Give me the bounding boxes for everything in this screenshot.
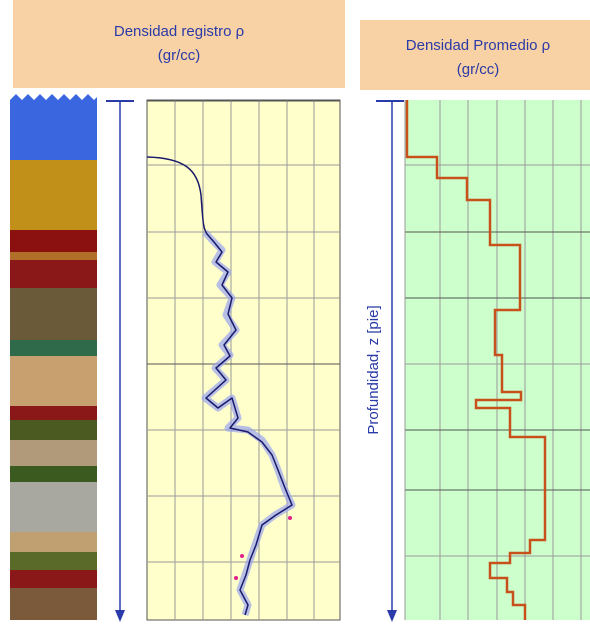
arrow-head [115, 610, 125, 622]
left-header-box [13, 0, 345, 88]
left-header-unit: (gr/cc) [158, 47, 201, 64]
marker [240, 554, 244, 558]
marker [288, 516, 292, 520]
marker [234, 576, 238, 580]
average-grid [404, 100, 590, 620]
average-curve [405, 100, 547, 620]
arrow-head [387, 610, 397, 622]
right-header-box [360, 20, 590, 90]
lithology-column [10, 94, 97, 620]
log-curve [146, 156, 293, 616]
depth-label: Profundidad, z [pie] [365, 305, 382, 434]
log-panel [146, 99, 341, 621]
log-grid [147, 100, 340, 620]
right-header-title: Densidad Promedio ρ [406, 37, 550, 54]
right-header-unit: (gr/cc) [457, 61, 500, 78]
left-header-title: Densidad registro ρ [114, 23, 244, 40]
